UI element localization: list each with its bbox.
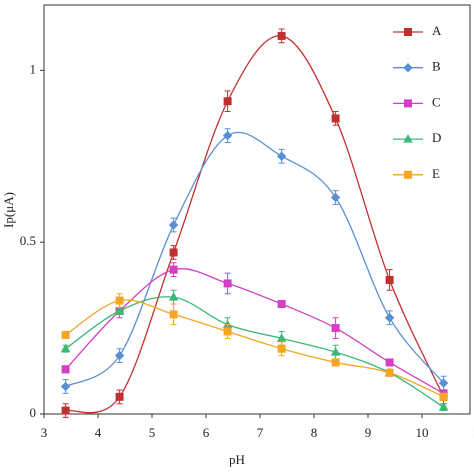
y-tick-label: 0 xyxy=(30,405,37,420)
legend-marker xyxy=(404,99,412,108)
data-point xyxy=(331,114,340,123)
series-line xyxy=(65,35,445,414)
data-point xyxy=(385,275,394,284)
legend-label: B xyxy=(432,59,441,74)
data-point xyxy=(222,130,233,141)
series-line xyxy=(65,131,445,388)
data-point xyxy=(60,343,71,353)
legend-marker xyxy=(403,62,413,73)
legend-marker xyxy=(403,134,413,143)
y-tick-label: 1 xyxy=(30,61,37,76)
x-tick-label: 3 xyxy=(41,425,48,440)
x-tick-label: 10 xyxy=(416,425,429,440)
data-point xyxy=(439,392,448,401)
data-point xyxy=(330,347,341,356)
x-tick-label: 4 xyxy=(95,425,102,440)
data-point xyxy=(438,402,449,411)
data-point xyxy=(168,292,179,301)
x-tick-label: 8 xyxy=(311,425,318,440)
legend-marker xyxy=(404,170,412,179)
legend-label: E xyxy=(432,166,440,181)
data-point xyxy=(223,97,232,106)
data-point xyxy=(114,305,125,315)
data-point xyxy=(169,265,178,274)
y-axis-label: Ip(μA) xyxy=(1,192,16,228)
x-tick-label: 6 xyxy=(203,425,210,440)
legend-label: A xyxy=(432,23,442,38)
data-point xyxy=(438,378,449,388)
data-point xyxy=(223,327,232,336)
plot-frame xyxy=(43,4,471,415)
y-tick-label: 0.5 xyxy=(20,233,36,248)
data-point xyxy=(61,365,70,374)
data-point xyxy=(330,192,341,203)
data-point xyxy=(223,279,232,288)
x-tick-label: 9 xyxy=(365,425,372,440)
data-point xyxy=(331,358,340,367)
data-point xyxy=(169,248,178,257)
data-point xyxy=(61,330,70,339)
data-point xyxy=(115,296,124,305)
data-point xyxy=(385,358,394,367)
data-point xyxy=(114,350,125,361)
data-point xyxy=(60,381,71,392)
x-tick-label: 5 xyxy=(149,425,156,440)
data-point xyxy=(276,151,287,161)
data-point xyxy=(115,392,124,401)
x-tick-label: 7 xyxy=(257,425,264,440)
data-point xyxy=(61,406,70,415)
data-point xyxy=(277,344,286,353)
data-point xyxy=(168,220,179,230)
data-point xyxy=(385,368,394,377)
x-tick-label: 1 xyxy=(473,425,474,440)
data-point xyxy=(384,313,395,323)
x-axis-label: pH xyxy=(229,452,245,467)
data-point xyxy=(277,31,286,40)
legend-label: C xyxy=(432,94,441,109)
data-point xyxy=(277,300,286,309)
legend-label: D xyxy=(432,130,441,145)
legend-marker xyxy=(404,28,412,36)
data-point xyxy=(169,310,178,319)
data-point xyxy=(331,324,340,333)
